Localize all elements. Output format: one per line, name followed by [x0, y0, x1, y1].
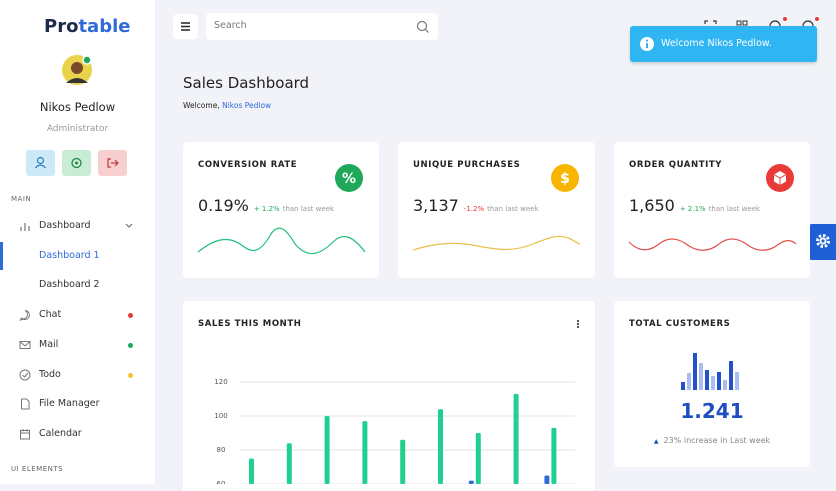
menu-label: Dashboard 2	[39, 279, 100, 290]
card-title: CONVERSION RATE	[198, 160, 298, 170]
customers-value: 1.241	[680, 399, 744, 423]
welcome-text: Welcome,	[183, 101, 220, 110]
apps-icon[interactable]	[736, 20, 742, 26]
sparkline	[412, 235, 581, 251]
toast[interactable]: Welcome Nikos Pedlow.	[630, 26, 817, 62]
bar	[544, 475, 550, 484]
profile-button[interactable]	[26, 150, 55, 176]
sparkline	[628, 238, 797, 251]
card-title: ORDER QUANTITY	[629, 160, 723, 170]
logo-part: table	[78, 16, 131, 37]
sidebar: Protable Nikos Pedlow Administrator MAIN…	[0, 0, 155, 484]
logo[interactable]: Protable	[44, 16, 130, 37]
more-menu[interactable]	[575, 319, 581, 331]
card-icon: $	[551, 164, 579, 192]
customers-icon	[681, 353, 739, 390]
bar	[438, 409, 443, 484]
settings-button[interactable]	[62, 150, 91, 176]
bar	[362, 421, 368, 484]
stat-card: CONVERSION RATE % 0.19% + 1.2% than last w…	[183, 142, 379, 278]
settings-tab[interactable]	[808, 224, 836, 260]
card-value-row: 3,137 -1.2% than last week	[413, 196, 539, 215]
welcome-line: Welcome, Nikos Pedlow	[183, 101, 271, 110]
menu-item[interactable]: Todo	[0, 365, 155, 387]
bar	[468, 480, 474, 484]
section-label: MAIN	[11, 195, 32, 203]
bar	[475, 433, 481, 484]
menu-item[interactable]: Dashboard 2	[0, 275, 155, 297]
menu-label: File Manager	[39, 398, 100, 409]
user-role: Administrator	[46, 124, 109, 134]
stat-card: UNIQUE PURCHASES $ 3,137 -1.2% than last w…	[398, 142, 595, 278]
bar	[551, 427, 557, 484]
user-name: Nikos Pedlow	[39, 100, 116, 114]
menu-item[interactable]: Calendar	[0, 424, 155, 446]
card-change: + 1.2%	[253, 205, 280, 213]
card-note: than last week	[487, 205, 539, 213]
menu-label: Todo	[39, 369, 61, 380]
bar-chart: 60 80 100 120	[214, 378, 575, 484]
status-dot	[128, 343, 133, 348]
card-value: 1,650	[629, 196, 675, 215]
y-tick-label: 60	[217, 480, 226, 484]
chart-card: SALES THIS MONTH 60 80 100 120	[183, 301, 595, 491]
bar	[249, 458, 254, 484]
card-note: than last week	[708, 205, 761, 213]
welcome-name[interactable]: Nikos Pedlow	[222, 101, 272, 110]
page-title: Sales Dashboard	[183, 74, 310, 92]
card-value: 0.19%	[198, 196, 249, 215]
section-label: UI ELEMENTS	[11, 465, 64, 473]
menu-item[interactable]: Chat	[0, 305, 155, 327]
bar	[513, 393, 519, 484]
search-box[interactable]: Search	[206, 13, 438, 40]
bar	[400, 439, 406, 484]
customers-note-row: ▲ 23% increase in Last week	[614, 436, 810, 445]
y-tick-label: 100	[214, 412, 227, 420]
card-title: UNIQUE PURCHASES	[413, 160, 521, 170]
card-icon	[766, 164, 794, 192]
card-change: -1.2%	[463, 205, 485, 213]
menu-item[interactable]: Dashboard	[0, 216, 155, 238]
menu-label: Calendar	[39, 428, 82, 439]
bar	[286, 443, 292, 484]
customers-card: TOTAL CUSTOMERS 1.241 ▲ 23% increase in …	[614, 301, 810, 467]
menu-label: Mail	[39, 339, 59, 350]
avatar[interactable]	[61, 53, 95, 87]
toast-text: Welcome Nikos Pedlow.	[661, 38, 772, 49]
customers-note: 23% increase in Last week	[663, 436, 771, 445]
card-title: TOTAL CUSTOMERS	[629, 319, 731, 329]
logout-button[interactable]	[98, 150, 127, 176]
y-tick-label: 80	[217, 446, 226, 454]
card-note: than last week	[282, 205, 335, 213]
menu-item[interactable]: Mail	[0, 335, 155, 357]
svg-text:%: %	[342, 171, 356, 187]
svg-text:$: $	[560, 171, 570, 187]
card-icon: %	[335, 164, 363, 192]
menu-item[interactable]: Dashboard 1	[0, 242, 155, 270]
card-value-row: 1,650 + 2.1% than last week	[629, 196, 760, 215]
card-value-row: 0.19% + 1.2% than last week	[198, 196, 334, 215]
menu-label: Chat	[39, 309, 62, 320]
bar	[324, 416, 330, 484]
y-tick-label: 120	[214, 378, 227, 386]
stat-card: ORDER QUANTITY 1,650 + 2.1% than last week	[614, 142, 810, 278]
chart-title: SALES THIS MONTH	[198, 319, 302, 329]
up-arrow: ▲	[653, 438, 659, 445]
logo-part: Pro	[44, 16, 79, 37]
card-value: 3,137	[413, 196, 459, 215]
menu-item[interactable]: File Manager	[0, 394, 155, 416]
sparkline	[197, 227, 366, 255]
card-change: + 2.1%	[679, 205, 706, 213]
menu-toggle[interactable]	[173, 14, 198, 39]
status-dot	[128, 313, 133, 318]
active-indicator	[0, 242, 3, 270]
search-placeholder: Search	[214, 20, 247, 31]
status-dot	[128, 373, 133, 378]
menu-label: Dashboard	[39, 220, 91, 231]
fullscreen-icon[interactable]	[704, 20, 717, 33]
menu-label: Dashboard 1	[39, 250, 100, 261]
